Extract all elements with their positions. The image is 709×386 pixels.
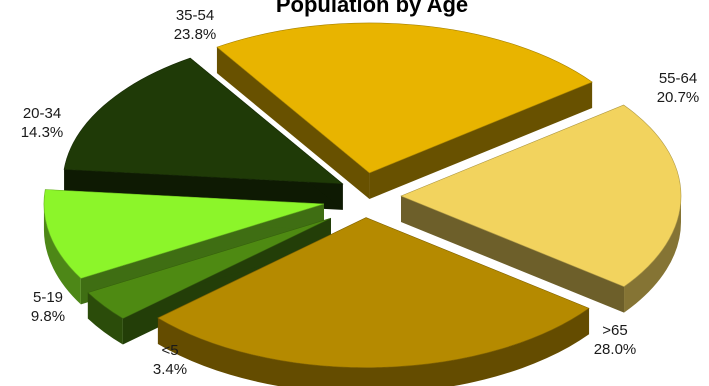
pie-slice-6 [63, 57, 344, 210]
pie-slice-2 [400, 104, 682, 313]
slice-value-5: 9.8% [31, 308, 65, 325]
pie-slice-3 [157, 217, 590, 386]
slice-label-4: <5 [161, 342, 178, 359]
pie-slice-1 [216, 22, 593, 199]
pie-labels: 35-54 23.8% 55-64 20.7% >65 28.0% <5 3.4% 5-19 9.… [21, 7, 700, 378]
slice-label-2: 55-64 [659, 70, 697, 87]
pie-slice-wall-2-2 [400, 195, 625, 313]
pie-slice-wall-1-1 [216, 47, 370, 199]
slice-value-3: 28.0% [594, 341, 637, 358]
pie-slice-top-1 [216, 22, 593, 174]
slice-value-6: 14.3% [21, 124, 64, 141]
pie-slice-top-2 [400, 104, 682, 287]
slice-label-5: 5-19 [33, 289, 63, 306]
pie-slice-top-5 [43, 189, 325, 279]
slice-label-6: 20-34 [23, 105, 61, 122]
pie-slice-rim-4 [87, 292, 123, 345]
pie-slice-wall-6-1 [64, 169, 343, 210]
pie-slice-rim-5 [43, 203, 81, 305]
pie-slice-top-3 [157, 217, 590, 368]
pie-slice-wall-1-2 [369, 82, 593, 199]
slice-value-4: 3.4% [153, 361, 187, 378]
slice-value-1: 23.8% [174, 26, 217, 43]
pie-slices [43, 22, 682, 386]
pie-slice-rim-3 [157, 308, 590, 386]
slice-label-3: >65 [602, 322, 627, 339]
pie-slice-rim-2 [624, 195, 681, 313]
chart-title: Population by Age [276, 0, 468, 17]
pie-slice-top-6 [63, 57, 344, 185]
pie-slice-top-4 [87, 217, 332, 319]
slice-value-2: 20.7% [657, 89, 700, 106]
slice-label-1: 35-54 [176, 7, 214, 24]
